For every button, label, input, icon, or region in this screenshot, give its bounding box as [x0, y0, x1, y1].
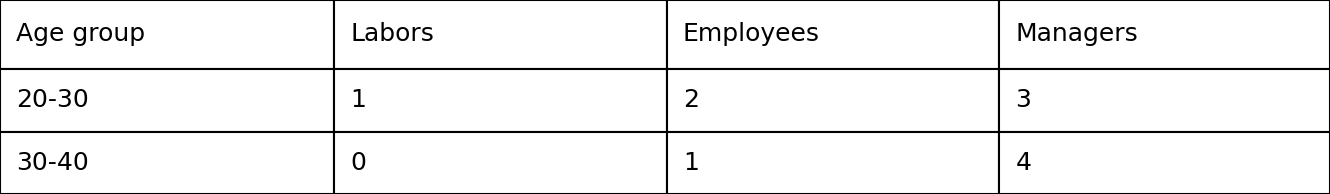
- Text: Labors: Labors: [351, 23, 435, 46]
- Text: 30-40: 30-40: [16, 151, 89, 175]
- Bar: [0, 69, 335, 132]
- Text: 0: 0: [351, 151, 366, 175]
- Bar: [0, 0, 335, 69]
- Text: Age group: Age group: [16, 23, 145, 46]
- Text: Managers: Managers: [1016, 23, 1138, 46]
- Text: 1: 1: [351, 88, 366, 112]
- Bar: [1000, 132, 1330, 194]
- Bar: [1000, 0, 1330, 69]
- Bar: [666, 69, 1000, 132]
- Bar: [335, 69, 668, 132]
- Text: Employees: Employees: [684, 23, 821, 46]
- Text: 1: 1: [684, 151, 698, 175]
- Bar: [0, 132, 335, 194]
- Bar: [335, 0, 668, 69]
- Text: 20-30: 20-30: [16, 88, 89, 112]
- Bar: [666, 132, 1000, 194]
- Text: 3: 3: [1016, 88, 1031, 112]
- Text: 4: 4: [1016, 151, 1032, 175]
- Bar: [1000, 69, 1330, 132]
- Bar: [335, 132, 668, 194]
- Text: 2: 2: [684, 88, 700, 112]
- Bar: [666, 0, 1000, 69]
